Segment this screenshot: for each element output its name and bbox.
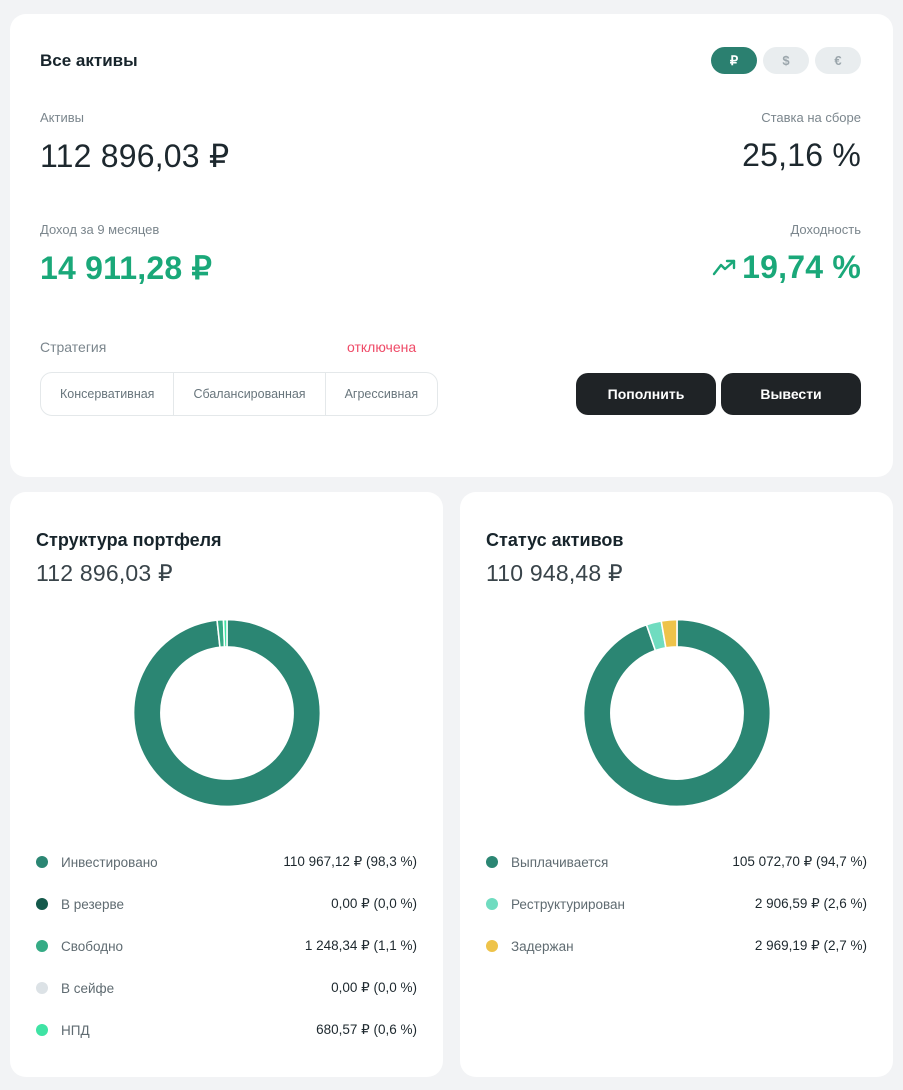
legend-item-paying: Выплачивается 105 072,70 ₽ (94,7 %) [486, 841, 867, 883]
strategy-option-conservative[interactable]: Консервативная [41, 373, 173, 415]
status-donut-chart [582, 618, 771, 808]
page-title: Все активы [40, 50, 138, 70]
rate-label: Ставка на сборе [761, 110, 861, 125]
strategy-option-aggressive[interactable]: Агрессивная [324, 373, 438, 415]
yield-value: 19,74 % [742, 249, 861, 285]
strategy-label: Стратегия [40, 339, 107, 355]
currency-rub-button[interactable]: ₽ [711, 47, 757, 74]
portfolio-structure-total: 112 896,03 ₽ [36, 560, 173, 586]
income-metric: Доход за 9 месяцев 14 911,28 ₽ [40, 222, 212, 287]
legend-item-safe: В сейфе 0,00 ₽ (0,0 %) [36, 967, 417, 1009]
legend-dot [36, 898, 48, 910]
legend-item-reserve: В резерве 0,00 ₽ (0,0 %) [36, 883, 417, 925]
assets-status-card: Статус активов 110 948,48 ₽ Выплачиваетс… [460, 492, 893, 1077]
legend-item-restructured: Реструктурирован 2 906,59 ₽ (2,6 %) [486, 883, 867, 925]
portfolio-structure-title: Структура портфеля [36, 530, 222, 550]
trend-up-icon [712, 259, 736, 275]
strategy-segmented-control: Консервативная Сбалансированная Агрессив… [40, 372, 439, 416]
legend-dot [36, 1024, 48, 1036]
strategy-option-balanced[interactable]: Сбалансированная [173, 373, 324, 415]
portfolio-structure-card: Структура портфеля 112 896,03 ₽ Инвестир… [10, 492, 443, 1077]
yield-metric: Доходность 19,74 % [712, 222, 861, 287]
portfolio-donut-chart [132, 618, 321, 808]
legend-item-free: Свободно 1 248,34 ₽ (1,1 %) [36, 925, 417, 967]
legend-dot [486, 856, 498, 868]
legend-dot [36, 940, 48, 952]
assets-metric: Активы 112 896,03 ₽ [40, 110, 229, 175]
currency-eur-button[interactable]: € [815, 47, 861, 74]
currency-toggle: ₽ $ € [711, 47, 861, 74]
income-value: 14 911,28 ₽ [40, 250, 213, 286]
currency-usd-button[interactable]: $ [763, 47, 809, 74]
legend-dot [36, 856, 48, 868]
legend-dot [486, 940, 498, 952]
portfolio-legend: Инвестировано 110 967,12 ₽ (98,3 %) В ре… [36, 841, 417, 1051]
legend-item-npd: НПД 680,57 ₽ (0,6 %) [36, 1009, 417, 1051]
assets-value: 112 896,03 ₽ [40, 138, 230, 174]
legend-dot [486, 898, 498, 910]
legend-dot [36, 982, 48, 994]
assets-status-title: Статус активов [486, 530, 624, 550]
all-assets-card: Все активы ₽ $ € Активы 112 896,03 ₽ Ста… [10, 14, 893, 477]
legend-item-delayed: Задержан 2 969,19 ₽ (2,7 %) [486, 925, 867, 967]
withdraw-button[interactable]: Вывести [721, 373, 861, 415]
rate-value: 25,16 % [742, 137, 861, 173]
income-label: Доход за 9 месяцев [40, 222, 160, 237]
yield-label: Доходность [790, 222, 861, 237]
rate-metric: Ставка на сборе 25,16 % [742, 110, 861, 175]
status-legend: Выплачивается 105 072,70 ₽ (94,7 %) Рест… [486, 841, 867, 967]
assets-label: Активы [40, 110, 84, 125]
assets-status-total: 110 948,48 ₽ [486, 560, 623, 586]
deposit-button[interactable]: Пополнить [576, 373, 716, 415]
legend-item-invested: Инвестировано 110 967,12 ₽ (98,3 %) [36, 841, 417, 883]
strategy-status-badge: отключена [347, 339, 417, 355]
